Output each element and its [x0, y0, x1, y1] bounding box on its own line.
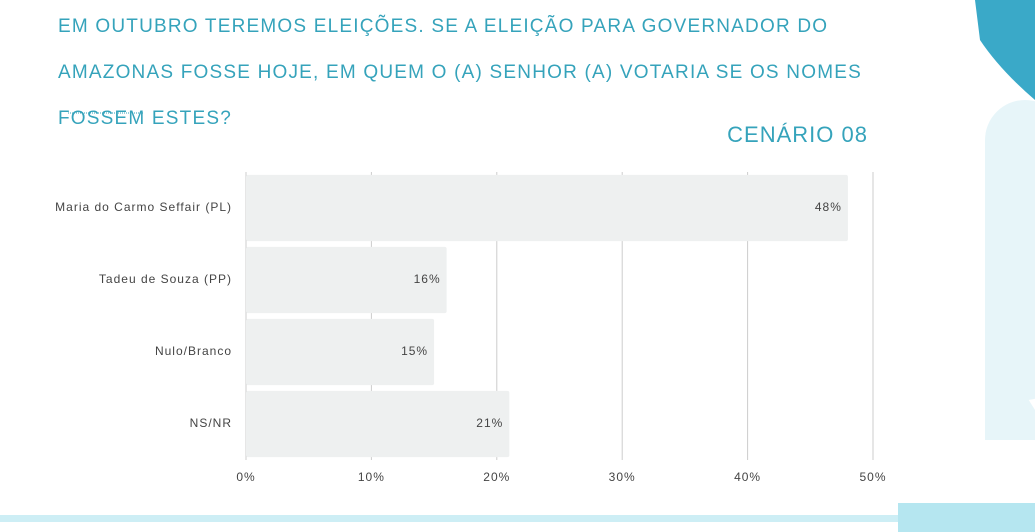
y-tick-label: Nulo/Branco: [155, 344, 232, 358]
y-tick-label: NS/NR: [190, 416, 232, 430]
bar: [246, 390, 510, 458]
bar: [246, 246, 447, 314]
decor: [975, 0, 1035, 100]
decor: [0, 515, 985, 522]
x-tick-label: 20%: [483, 470, 510, 484]
x-tick-label: 40%: [734, 470, 761, 484]
bar: [246, 174, 848, 242]
value-label: 16%: [414, 272, 441, 286]
x-tick-label: 0%: [236, 470, 255, 484]
value-label: 48%: [815, 200, 842, 214]
y-tick-label: Tadeu de Souza (PP): [99, 272, 232, 286]
y-tick-label: Maria do Carmo Seffair (PL): [55, 200, 232, 214]
chart-subtitle: CENÁRIO 08: [727, 122, 868, 147]
value-label: 21%: [476, 416, 503, 430]
x-tick-label: 10%: [358, 470, 385, 484]
decor: [898, 503, 1035, 532]
value-label: 15%: [401, 344, 428, 358]
chart-title: EM OUTUBRO TEREMOS ELEIÇÕES. SE A ELEIÇÃ…: [58, 16, 862, 129]
x-tick-label: 50%: [859, 470, 886, 484]
decor: [985, 330, 1035, 440]
bar: [246, 318, 435, 386]
decor: [985, 100, 1035, 400]
x-tick-label: 30%: [609, 470, 636, 484]
